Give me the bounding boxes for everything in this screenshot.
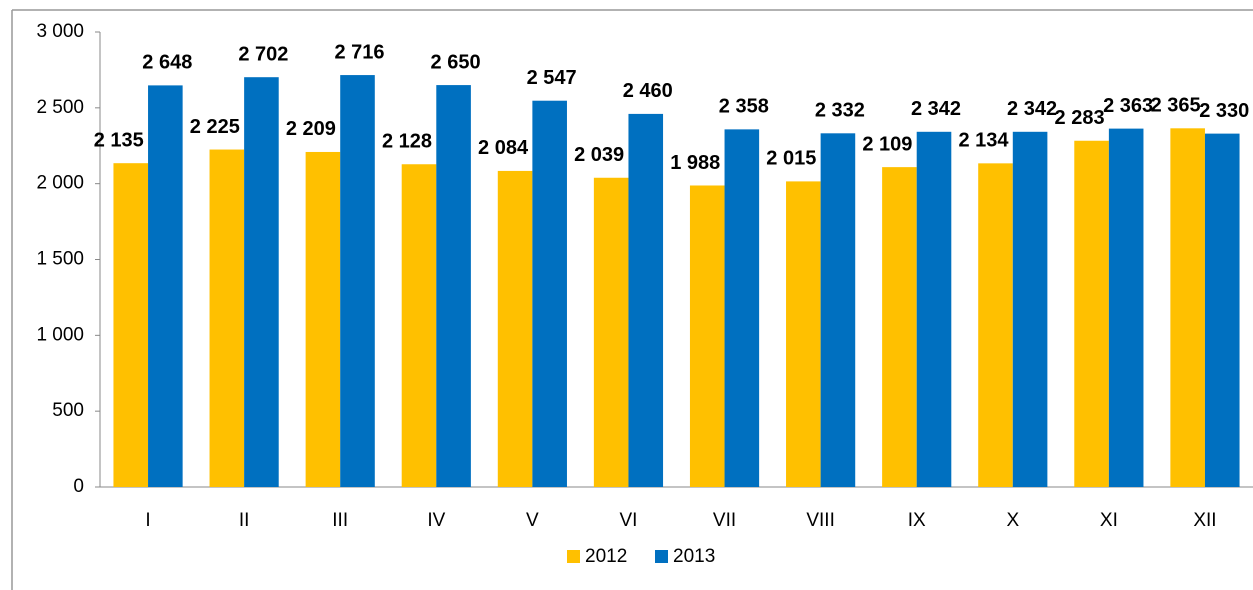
value-label: 2 702 — [238, 43, 288, 65]
bar — [1170, 128, 1205, 487]
bar — [882, 167, 917, 487]
legend-label: 2013 — [673, 546, 715, 567]
value-label: 2 547 — [527, 67, 577, 89]
value-label: 2 332 — [815, 100, 865, 122]
x-tick-label: II — [239, 510, 250, 531]
bar — [436, 85, 471, 487]
value-label: 2 039 — [574, 144, 624, 166]
bar — [786, 181, 821, 487]
bar — [209, 149, 245, 487]
value-label: 2 716 — [334, 41, 384, 63]
value-label: 2 128 — [382, 131, 432, 153]
value-label: 2 330 — [1199, 100, 1249, 122]
value-label: 2 109 — [862, 133, 912, 155]
bar — [593, 177, 629, 488]
value-label: 2 648 — [142, 52, 192, 74]
y-tick-label: 0 — [73, 476, 84, 497]
y-tick-label: 2 500 — [36, 97, 84, 118]
value-label: 2 342 — [911, 98, 961, 120]
legend-swatch — [655, 550, 668, 563]
bar — [1012, 131, 1048, 487]
x-tick-label: X — [1006, 510, 1019, 531]
y-tick-label: 2 000 — [36, 173, 84, 194]
x-tick-label: VI — [619, 510, 637, 531]
value-label: 2 342 — [1007, 98, 1057, 120]
x-tick-label: VIII — [806, 510, 835, 531]
x-tick-label: VII — [713, 510, 736, 531]
bar — [532, 100, 567, 487]
y-tick-label: 3 000 — [36, 21, 84, 42]
x-tick-label: XII — [1193, 510, 1216, 531]
value-label: 2 015 — [766, 148, 816, 170]
bar — [1108, 128, 1144, 487]
value-label: 2 135 — [94, 129, 144, 151]
y-tick-label: 500 — [52, 400, 84, 421]
value-label: 2 084 — [478, 137, 529, 159]
value-label: 2 209 — [286, 118, 336, 140]
value-label: 2 225 — [190, 116, 240, 138]
bar — [497, 170, 533, 487]
x-tick-label: XI — [1100, 510, 1118, 531]
bar — [628, 113, 664, 488]
legend-label: 2012 — [585, 546, 627, 567]
x-tick-label: V — [526, 510, 539, 531]
value-label: 2 283 — [1055, 107, 1105, 129]
bar — [340, 75, 375, 487]
x-tick-label: IX — [908, 510, 926, 531]
bar — [113, 163, 149, 488]
bar — [916, 131, 952, 487]
bar — [305, 151, 341, 488]
x-tick-label: IV — [427, 510, 445, 531]
value-label: 1 988 — [670, 152, 720, 174]
y-tick-label: 1 500 — [36, 249, 84, 270]
bar — [724, 129, 760, 487]
value-label: 2 134 — [958, 130, 1009, 152]
value-label: 2 650 — [431, 51, 481, 73]
bar — [820, 133, 856, 487]
x-tick-label: III — [332, 510, 348, 531]
bar — [401, 164, 437, 487]
bar — [1074, 140, 1109, 487]
y-tick-label: 1 000 — [36, 324, 84, 345]
value-label: 2 365 — [1151, 95, 1201, 117]
bar — [978, 163, 1013, 488]
bar — [148, 85, 183, 488]
x-tick-label: I — [145, 510, 150, 531]
bar — [689, 185, 725, 487]
value-label: 2 460 — [623, 80, 673, 102]
value-label: 2 358 — [719, 96, 769, 118]
legend-swatch — [567, 550, 580, 563]
bar — [1204, 133, 1240, 487]
value-label: 2 363 — [1103, 95, 1153, 117]
bar — [244, 77, 279, 488]
